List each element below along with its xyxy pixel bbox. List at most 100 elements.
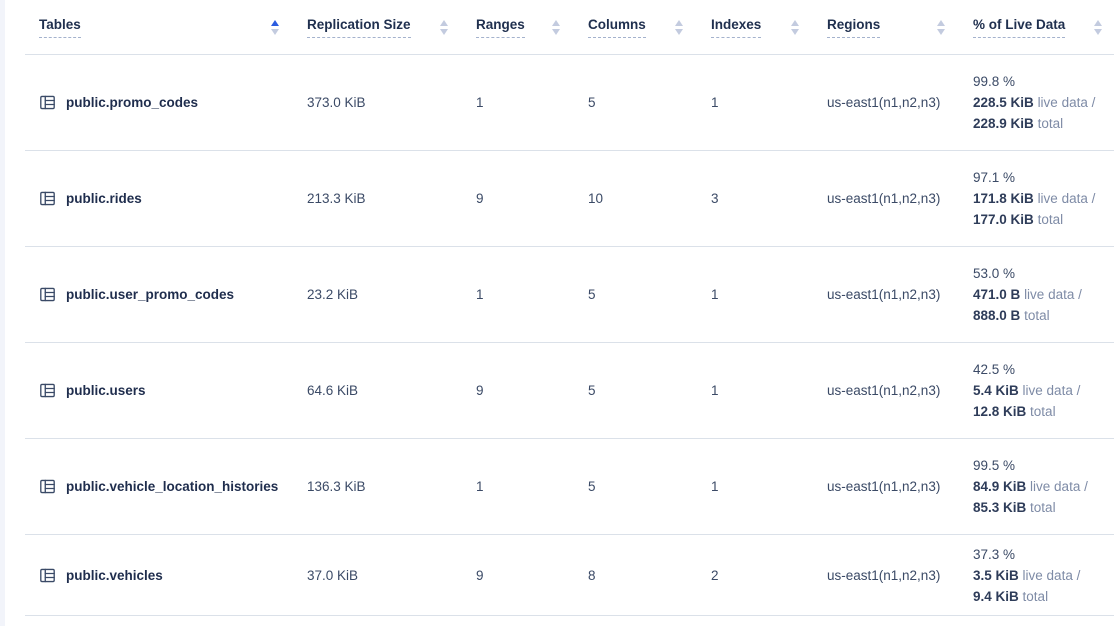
- table-name-link[interactable]: public.user_promo_codes: [66, 287, 235, 302]
- table-row[interactable]: public.vehicle_location_histories 136.3 …: [25, 439, 1114, 535]
- sort-icon[interactable]: [1094, 19, 1102, 35]
- regions-cell: us-east1(n1,n2,n3): [827, 287, 941, 302]
- table-name-cell: public.rides: [25, 190, 307, 207]
- column-header-ranges[interactable]: Ranges: [476, 17, 588, 38]
- regions-cell: us-east1(n1,n2,n3): [827, 567, 941, 583]
- ranges-cell: 1: [476, 95, 484, 110]
- column-header-label: Regions: [827, 17, 881, 38]
- live-suffix: live data /: [1037, 95, 1096, 110]
- live-bytes-line: 84.9 KiB live data /: [973, 476, 1114, 497]
- live-data-cell: 99.8 % 228.5 KiB live data / 228.9 KiB t…: [973, 71, 1114, 134]
- column-header-label: % of Live Data: [973, 17, 1066, 38]
- column-header-label: Ranges: [476, 17, 525, 38]
- live-suffix: live data /: [1022, 383, 1081, 398]
- column-header-indexes[interactable]: Indexes: [711, 17, 827, 38]
- replication-size-cell: 213.3 KiB: [307, 191, 366, 206]
- regions-cell: us-east1(n1,n2,n3): [827, 383, 941, 398]
- sort-icon[interactable]: [271, 19, 279, 35]
- ranges-cell: 9: [476, 383, 484, 398]
- table-row[interactable]: public.rides 213.3 KiB 9 10 3 us-east1(n…: [25, 151, 1114, 247]
- sort-icon[interactable]: [937, 19, 945, 35]
- live-data-cell: 53.0 % 471.0 B live data / 888.0 B total: [973, 263, 1114, 326]
- table-icon: [39, 382, 56, 399]
- table-name-link[interactable]: public.promo_codes: [66, 95, 199, 110]
- live-bytes: 5.4 KiB: [973, 383, 1019, 398]
- column-header-columns[interactable]: Columns: [588, 17, 711, 38]
- table-name-link[interactable]: public.rides: [66, 191, 142, 206]
- page-left-gutter: [0, 0, 5, 626]
- total-bytes: 85.3 KiB: [973, 500, 1027, 515]
- table-name-cell: public.vehicle_location_histories: [25, 478, 307, 495]
- table-row[interactable]: public.promo_codes 373.0 KiB 1 5 1 us-ea…: [25, 55, 1114, 151]
- table-name-link[interactable]: public.vehicle_location_histories: [66, 479, 279, 494]
- live-bytes: 228.5 KiB: [973, 95, 1034, 110]
- ranges-cell: 1: [476, 287, 484, 302]
- table-row[interactable]: public.user_promo_codes 23.2 KiB 1 5 1 u…: [25, 247, 1114, 343]
- total-bytes-line: 177.0 KiB total: [973, 209, 1114, 230]
- live-data-cell: 37.3 % 3.5 KiB live data / 9.4 KiB total: [973, 544, 1114, 607]
- table-name-cell: public.promo_codes: [25, 94, 307, 111]
- live-percent: 42.5 %: [973, 362, 1016, 377]
- sort-icon[interactable]: [552, 19, 560, 35]
- live-percent: 99.5 %: [973, 458, 1016, 473]
- replication-size-cell: 23.2 KiB: [307, 287, 359, 302]
- table-name-cell: public.users: [25, 382, 307, 399]
- total-bytes-line: 9.4 KiB total: [973, 586, 1114, 607]
- sort-icon[interactable]: [440, 19, 448, 35]
- column-header-label: Columns: [588, 17, 646, 38]
- regions-cell: us-east1(n1,n2,n3): [827, 479, 941, 494]
- live-data-cell: 97.1 % 171.8 KiB live data / 177.0 KiB t…: [973, 167, 1114, 230]
- live-suffix: live data /: [1037, 191, 1096, 206]
- live-data-cell: 99.5 % 84.9 KiB live data / 85.3 KiB tot…: [973, 455, 1114, 518]
- ranges-cell: 9: [476, 567, 484, 583]
- live-data-cell: 42.5 % 5.4 KiB live data / 12.8 KiB tota…: [973, 359, 1114, 422]
- live-bytes-line: 3.5 KiB live data /: [973, 565, 1114, 586]
- regions-cell: us-east1(n1,n2,n3): [827, 95, 941, 110]
- live-bytes-line: 5.4 KiB live data /: [973, 380, 1114, 401]
- total-suffix: total: [1030, 500, 1056, 515]
- table-name-link[interactable]: public.vehicles: [66, 567, 163, 583]
- column-header-label: Indexes: [711, 17, 762, 38]
- live-bytes-line: 471.0 B live data /: [973, 284, 1114, 305]
- table-icon: [39, 94, 56, 111]
- live-percent: 99.8 %: [973, 74, 1016, 89]
- live-percent: 37.3 %: [973, 546, 1016, 562]
- replication-size-cell: 37.0 KiB: [307, 567, 359, 583]
- table-icon: [39, 190, 56, 207]
- sort-icon[interactable]: [675, 19, 683, 35]
- indexes-cell: 1: [711, 95, 719, 110]
- live-percent: 97.1 %: [973, 170, 1016, 185]
- total-bytes: 12.8 KiB: [973, 404, 1027, 419]
- column-header-label: Tables: [39, 17, 81, 38]
- replication-size-cell: 136.3 KiB: [307, 479, 366, 494]
- regions-cell: us-east1(n1,n2,n3): [827, 191, 941, 206]
- total-suffix: total: [1030, 404, 1056, 419]
- table-name-cell: public.user_promo_codes: [25, 286, 307, 303]
- total-suffix: total: [1024, 308, 1050, 323]
- table-row[interactable]: public.vehicles 37.0 KiB 9 8 2 us-east1(…: [25, 535, 1114, 616]
- table-icon: [39, 286, 56, 303]
- ranges-cell: 9: [476, 191, 484, 206]
- total-bytes: 9.4 KiB: [973, 588, 1019, 604]
- table-header-row: Tables Replication Size Ranges Columns I…: [25, 0, 1114, 55]
- total-bytes-line: 228.9 KiB total: [973, 113, 1114, 134]
- indexes-cell: 1: [711, 479, 719, 494]
- total-suffix: total: [1037, 116, 1064, 131]
- columns-cell: 5: [588, 287, 596, 302]
- live-bytes-line: 228.5 KiB live data /: [973, 92, 1114, 113]
- table-icon: [39, 567, 56, 584]
- live-bytes: 171.8 KiB: [973, 191, 1034, 206]
- indexes-cell: 1: [711, 287, 719, 302]
- database-tables-table: Tables Replication Size Ranges Columns I…: [25, 0, 1114, 616]
- sort-icon[interactable]: [791, 19, 799, 35]
- table-row[interactable]: public.users 64.6 KiB 9 5 1 us-east1(n1,…: [25, 343, 1114, 439]
- column-header-regions[interactable]: Regions: [827, 17, 973, 38]
- column-header-live-data-percent[interactable]: % of Live Data: [973, 17, 1114, 38]
- column-header-replication-size[interactable]: Replication Size: [307, 17, 476, 38]
- column-header-label: Replication Size: [307, 17, 411, 38]
- table-body: public.promo_codes 373.0 KiB 1 5 1 us-ea…: [25, 55, 1114, 616]
- total-bytes: 177.0 KiB: [973, 212, 1034, 227]
- table-name-link[interactable]: public.users: [66, 383, 146, 398]
- column-header-tables[interactable]: Tables: [25, 17, 307, 38]
